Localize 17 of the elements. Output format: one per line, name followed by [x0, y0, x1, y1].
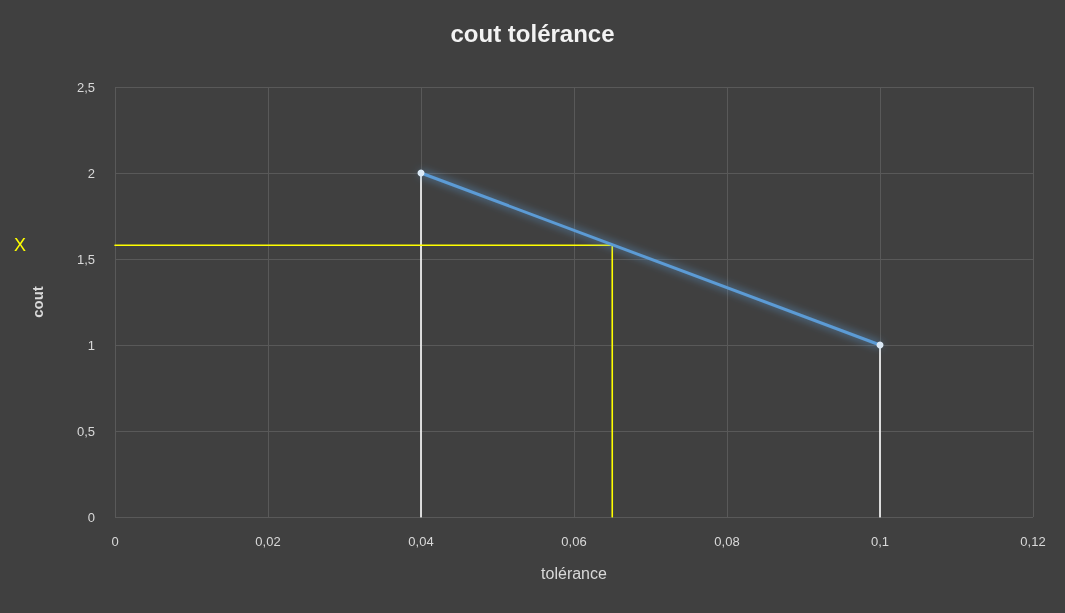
- x-tick-label: 0,1: [870, 534, 890, 549]
- x-tick-label: 0,02: [255, 534, 281, 549]
- y-tick-label: 2: [87, 165, 95, 181]
- y-tick-label: 1: [87, 337, 95, 353]
- x-tick-label: 0: [111, 534, 119, 549]
- x-tick-label: 0,04: [408, 534, 434, 549]
- chart-title: cout tolérance: [450, 19, 615, 47]
- y-tick-label: 0,5: [76, 423, 95, 439]
- y-tick-label: 0: [87, 509, 95, 525]
- x-tick-label: 0,08: [714, 534, 740, 549]
- x-tick-label: 0,06: [561, 534, 587, 549]
- x-tick-label: 0,12: [1020, 534, 1046, 549]
- y-axis-title: cout: [29, 286, 46, 318]
- y-tick-label: 2,5: [76, 79, 95, 95]
- y-tick-label: 1,5: [76, 251, 95, 267]
- x-axis-title: tolérance: [541, 564, 608, 582]
- text: X: [14, 235, 27, 256]
